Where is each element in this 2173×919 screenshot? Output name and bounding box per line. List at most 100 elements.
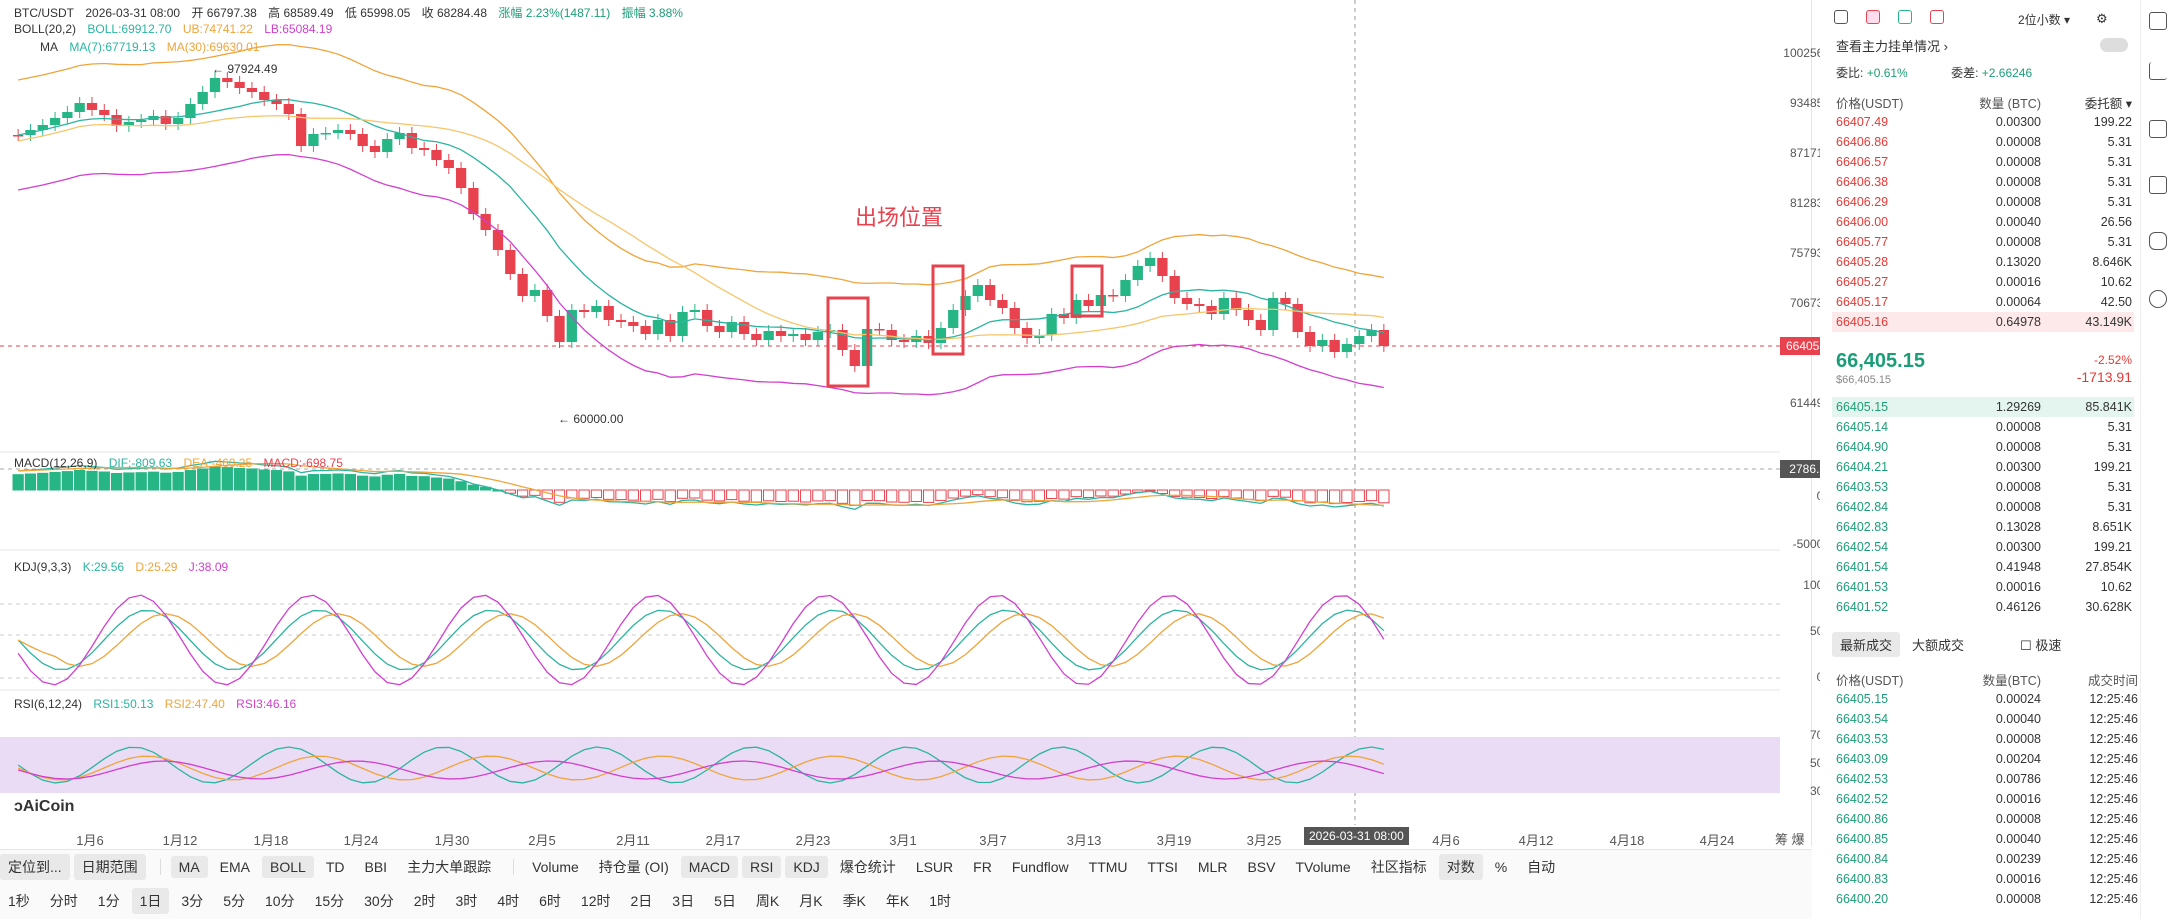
- bid-row[interactable]: 66404.90 0.00008 5.31: [1836, 437, 2132, 457]
- kdj-d-line: [17, 613, 1385, 667]
- period-btn[interactable]: 10分: [264, 893, 295, 909]
- period-btn[interactable]: 3分: [181, 893, 204, 909]
- candle-body: [677, 312, 688, 336]
- ob-view-list-icon[interactable]: [1930, 10, 1944, 24]
- ask-row[interactable]: 66406.29 0.00008 5.31: [1836, 192, 2132, 212]
- indicator-btn[interactable]: TTSI: [1147, 859, 1178, 875]
- ask-row[interactable]: 66406.86 0.00008 5.31: [1836, 132, 2132, 152]
- ob-col-total[interactable]: 委托额 ▾: [2084, 96, 2132, 111]
- bid-row[interactable]: 66403.53 0.00008 5.31: [1836, 477, 2132, 497]
- main-orders-toggle[interactable]: [2100, 38, 2128, 52]
- period-btn[interactable]: 月K: [799, 893, 823, 909]
- bid-row[interactable]: 66402.84 0.00008 5.31: [1836, 497, 2132, 517]
- chart-box-icon[interactable]: [2149, 120, 2167, 138]
- candlestick-chart[interactable]: [0, 0, 1812, 846]
- bid-row[interactable]: 66405.15 1.29269 85.841K: [1832, 397, 2134, 417]
- precision-select[interactable]: 2位小数 ▾: [2018, 13, 2071, 27]
- period-btn[interactable]: 3日: [672, 893, 695, 909]
- ask-row[interactable]: 66406.38 0.00008 5.31: [1836, 172, 2132, 192]
- ask-row[interactable]: 66405.27 0.00016 10.62: [1836, 272, 2132, 292]
- indicator-btn[interactable]: KDJ: [785, 856, 828, 878]
- tab-latest-trades[interactable]: 最新成交: [1832, 632, 1901, 657]
- bid-row[interactable]: 66401.54 0.41948 27.854K: [1836, 557, 2132, 577]
- indicator-btn[interactable]: TD: [325, 859, 345, 875]
- period-btn[interactable]: 5日: [714, 893, 736, 909]
- indicator-btn[interactable]: 日期范围: [73, 854, 146, 880]
- candle-body: [1292, 304, 1303, 332]
- indicator-btn[interactable]: EMA: [219, 859, 251, 875]
- highlight-box: [931, 264, 965, 356]
- ask-row[interactable]: 66405.16 0.64978 43.149K: [1832, 312, 2134, 332]
- indicator-btn[interactable]: 社区指标: [1370, 859, 1427, 875]
- indicator-btn[interactable]: 爆仓统计: [839, 859, 896, 875]
- indicator-btn[interactable]: BOLL: [262, 856, 314, 878]
- period-btn[interactable]: 年K: [885, 893, 910, 909]
- candle-body: [259, 92, 270, 100]
- indicator-btn[interactable]: BSV: [1247, 859, 1276, 875]
- period-btn[interactable]: 5分: [223, 893, 245, 909]
- period-btn[interactable]: 1日: [131, 888, 170, 914]
- period-btn[interactable]: 3时: [455, 893, 478, 909]
- ask-row[interactable]: 66406.00 0.00040 26.56: [1836, 212, 2132, 232]
- period-btn[interactable]: 30分: [364, 893, 394, 909]
- period-btn[interactable]: 6时: [539, 893, 561, 909]
- indicator-btn[interactable]: TVolume: [1295, 859, 1351, 875]
- period-btn[interactable]: 4时: [497, 893, 520, 909]
- period-btn[interactable]: 2时: [413, 893, 436, 909]
- card-icon[interactable]: [2149, 176, 2167, 194]
- ask-row[interactable]: 66405.28 0.13020 8.646K: [1836, 252, 2132, 272]
- ask-row[interactable]: 66405.17 0.00064 42.50: [1836, 292, 2132, 312]
- bid-row[interactable]: 66404.21 0.00300 199.21: [1836, 457, 2132, 477]
- settings-icon[interactable]: ⚙: [2096, 11, 2108, 26]
- bid-row[interactable]: 66402.83 0.13028 8.651K: [1836, 517, 2132, 537]
- phone-icon[interactable]: [2149, 12, 2167, 30]
- indicator-btn[interactable]: LSUR: [915, 859, 954, 875]
- line-chart-icon[interactable]: [2149, 62, 2167, 80]
- period-btn[interactable]: 周K: [755, 893, 780, 909]
- ask-row[interactable]: 66405.77 0.00008 5.31: [1836, 232, 2132, 252]
- indicator-btn[interactable]: 对数: [1438, 854, 1483, 880]
- bid-row[interactable]: 66401.53 0.00016 10.62: [1836, 577, 2132, 597]
- candle-body: [837, 330, 848, 350]
- transfer-icon[interactable]: [2149, 290, 2167, 308]
- period-btn[interactable]: 1时: [929, 893, 952, 909]
- ask-row[interactable]: 66407.49 0.00300 199.22: [1836, 112, 2132, 132]
- robot-icon[interactable]: [2149, 232, 2167, 250]
- period-btn[interactable]: 1秒: [8, 893, 30, 909]
- bid-row[interactable]: 66402.54 0.00300 199.21: [1836, 537, 2132, 557]
- indicator-btn[interactable]: FR: [973, 859, 992, 875]
- indicator-btn[interactable]: RSI: [742, 856, 782, 878]
- period-btn[interactable]: 季K: [842, 893, 866, 909]
- ask-row[interactable]: 66406.57 0.00008 5.31: [1836, 152, 2132, 172]
- indicator-btn[interactable]: 持仓量 (OI): [598, 859, 669, 875]
- main-orders-link[interactable]: 查看主力挂单情况 ›: [1836, 39, 1948, 54]
- indicator-btn[interactable]: BBI: [364, 859, 388, 875]
- ob-view-both-icon[interactable]: [1834, 10, 1848, 24]
- ob-view-bids-icon[interactable]: [1898, 10, 1912, 24]
- indicator-btn[interactable]: Fundflow: [1011, 859, 1069, 875]
- candle-body: [1329, 340, 1340, 352]
- indicator-btn[interactable]: 定位到...: [0, 854, 70, 880]
- macd-bar: [775, 489, 787, 502]
- ob-view-asks-icon[interactable]: [1866, 10, 1880, 24]
- fast-checkbox[interactable]: ☐ 极速: [2020, 638, 2062, 653]
- trade-row: 66400.20 0.00008 12:25:46: [1836, 889, 2138, 909]
- tab-large-trades[interactable]: 大额成交: [1912, 638, 1965, 653]
- bid-qty: 0.00008: [1995, 480, 2041, 494]
- indicator-btn[interactable]: 自动: [1527, 859, 1556, 875]
- indicator-btn[interactable]: Volume: [532, 859, 579, 875]
- period-btn[interactable]: 2日: [630, 893, 653, 909]
- indicator-btn[interactable]: MACD: [680, 856, 739, 878]
- bid-row[interactable]: 66401.52 0.46126 30.628K: [1836, 597, 2132, 617]
- indicator-btn[interactable]: MA: [170, 856, 208, 878]
- indicator-btn[interactable]: 主力大单跟踪: [407, 859, 492, 875]
- period-btn[interactable]: 15分: [314, 893, 345, 909]
- indicator-btn[interactable]: MLR: [1197, 859, 1228, 875]
- period-btn[interactable]: 分时: [49, 893, 78, 909]
- period-btn[interactable]: 1分: [97, 893, 120, 909]
- bid-row[interactable]: 66405.14 0.00008 5.31: [1836, 417, 2132, 437]
- period-btn[interactable]: 12时: [580, 893, 611, 909]
- chart-area[interactable]: BTC/USDT 2026-03-31 08:00 开 66797.38 高 6…: [0, 0, 1842, 848]
- indicator-btn[interactable]: %: [1494, 859, 1508, 875]
- indicator-btn[interactable]: TTMU: [1088, 859, 1128, 875]
